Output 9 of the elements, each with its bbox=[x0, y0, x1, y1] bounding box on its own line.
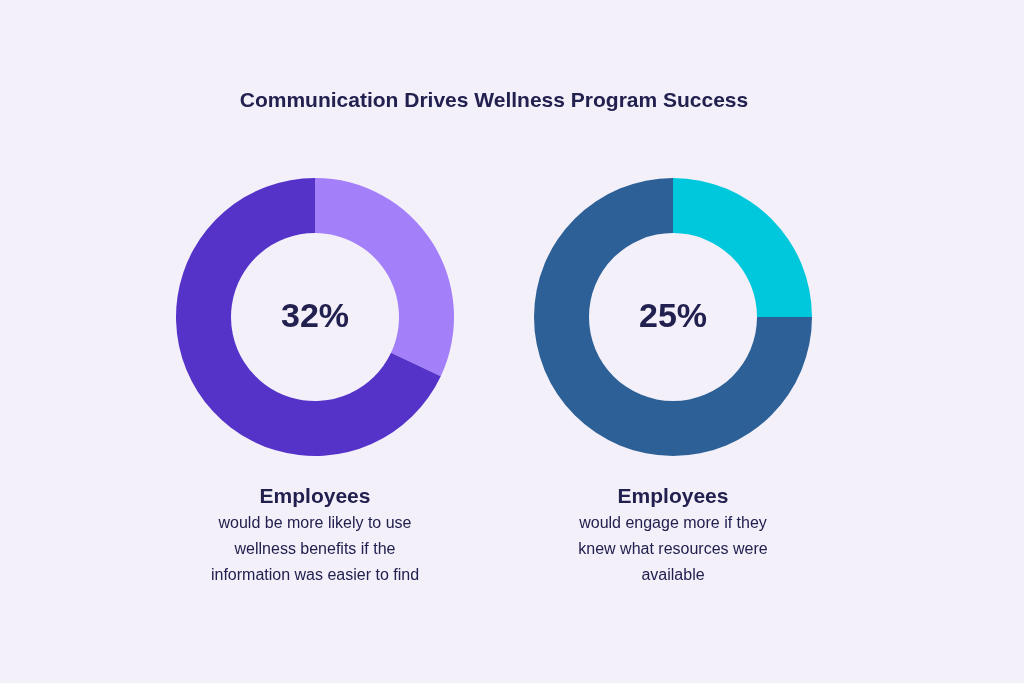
donut-slice bbox=[534, 178, 812, 456]
data-label: 25% bbox=[638, 296, 708, 334]
donut-slice bbox=[176, 178, 441, 456]
text: Employees bbox=[617, 484, 729, 507]
data-label: 32% bbox=[280, 296, 350, 334]
text: would engage more if they knew what resources were available bbox=[578, 514, 768, 583]
text: Employees bbox=[259, 484, 371, 507]
chart-title: Communication Drives Wellness Program Success bbox=[239, 88, 749, 111]
text: would be more likely to use wellness benefits if the information was easier to find bbox=[210, 514, 420, 583]
